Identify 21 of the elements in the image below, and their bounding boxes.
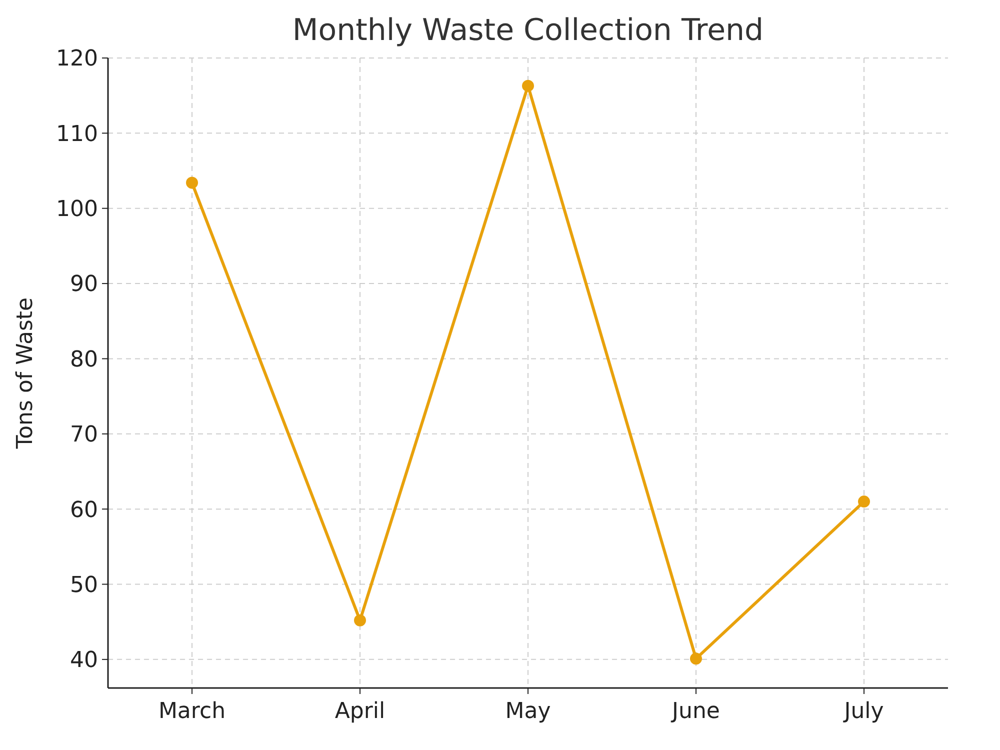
x-tick-label: May	[505, 699, 551, 724]
y-tick-label: 50	[70, 572, 98, 598]
x-tick-label: June	[670, 699, 720, 724]
point	[522, 80, 534, 92]
y-tick-label: 110	[56, 122, 98, 147]
x-tick-label: April	[334, 699, 386, 724]
y-axis-title: Tons of Waste	[13, 297, 38, 450]
point	[858, 496, 870, 508]
point	[690, 652, 702, 665]
chart-title: Monthly Waste Collection Trend	[292, 13, 764, 48]
y-tick-label: 60	[70, 498, 98, 523]
y-tick-label: 40	[70, 648, 98, 674]
point	[186, 176, 198, 189]
y-tick-label: 120	[56, 46, 98, 72]
y-tick-label: 100	[56, 197, 98, 222]
y-tick-label: 90	[70, 272, 98, 298]
x-tick-label: July	[842, 699, 884, 724]
x-tick-label: March	[158, 699, 226, 724]
y-tick-label: 80	[70, 347, 98, 372]
point	[354, 614, 366, 626]
y-tick-label: 70	[70, 422, 98, 448]
